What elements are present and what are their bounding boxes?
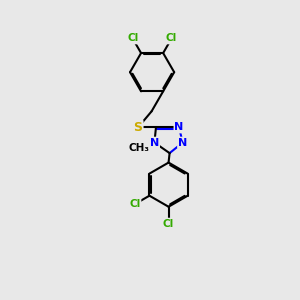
Text: Cl: Cl <box>163 219 174 229</box>
Text: CH₃: CH₃ <box>128 143 149 153</box>
Text: Cl: Cl <box>127 34 138 44</box>
Text: Cl: Cl <box>166 34 177 44</box>
Text: Cl: Cl <box>129 199 140 209</box>
Text: N: N <box>178 138 187 148</box>
Text: N: N <box>150 138 159 148</box>
Text: S: S <box>134 121 142 134</box>
Text: N: N <box>174 122 184 133</box>
